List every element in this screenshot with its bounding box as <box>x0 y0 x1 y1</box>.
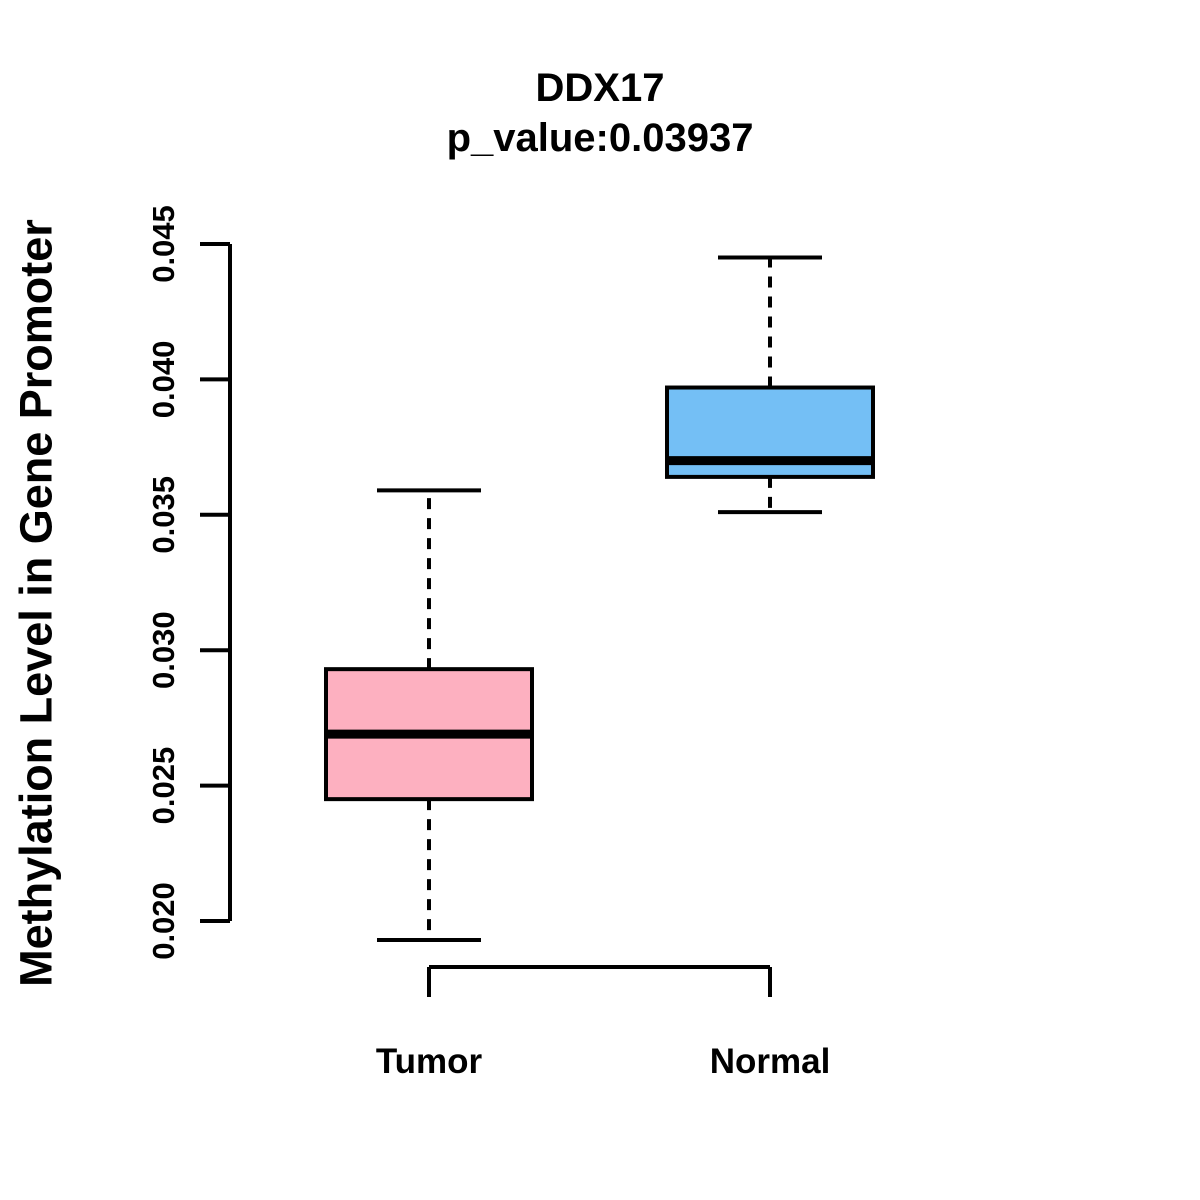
y-axis-tick-label: 0.035 <box>146 476 181 554</box>
y-axis-tick-label: 0.025 <box>146 747 181 825</box>
category-label-tumor: Tumor <box>376 1042 483 1081</box>
y-axis-tick-label: 0.030 <box>146 611 181 689</box>
y-axis-tick-label: 0.040 <box>146 341 181 419</box>
category-label-normal: Normal <box>710 1042 831 1081</box>
chart-subtitle-pvalue: p_value:0.03937 <box>446 116 754 160</box>
chart-title: DDX17 <box>535 66 665 110</box>
y-axis-tick-label: 0.045 <box>146 205 181 283</box>
y-axis-tick-label: 0.020 <box>146 882 181 960</box>
